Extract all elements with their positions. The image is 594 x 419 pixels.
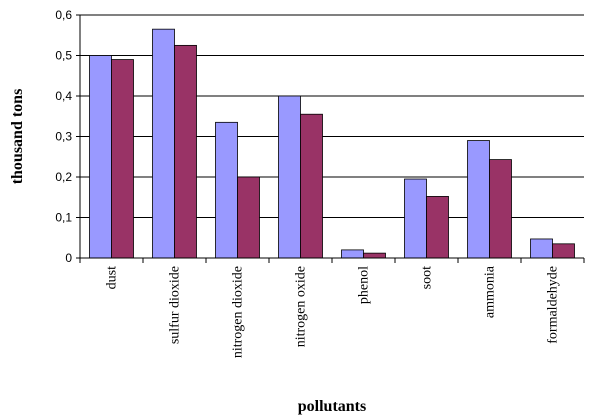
x-tick-label: dust (105, 266, 120, 289)
bar-sulfur-dioxide-series-2 (174, 44, 197, 259)
y-tick-label: 0,5 (55, 49, 72, 63)
y-tick-label: 0,3 (55, 130, 72, 144)
bar-dust-series-2 (111, 59, 134, 259)
y-tick-label: 0,1 (55, 211, 72, 225)
x-tick-label: ammonia (483, 265, 498, 318)
y-axis-title: thousand tons (9, 89, 26, 185)
bar-nitrogen-oxide-series-1 (278, 95, 301, 259)
x-tick-label: soot (420, 266, 435, 289)
bar-soot-series-1 (404, 178, 427, 259)
bar-dust-series-1 (89, 55, 112, 259)
bar-sulfur-dioxide-series-1 (152, 28, 175, 259)
x-tick-label: formaldehyde (546, 266, 561, 344)
x-tick-label: phenol (357, 266, 372, 304)
y-tick-label: 0,2 (55, 170, 72, 184)
bar-ammonia-series-2 (489, 159, 512, 259)
bar-nitrogen-dioxide-series-1 (215, 121, 238, 259)
bar-soot-series-2 (426, 196, 449, 259)
bar-nitrogen-dioxide-series-2 (237, 176, 260, 259)
bar-formaldehyde-series-1 (530, 238, 553, 259)
bar-phenol-series-2 (363, 252, 386, 259)
x-tick-label: nitrogen oxide (294, 266, 309, 347)
x-tick-labels: dust sulfur dioxide nitrogen dioxide nitrog… (105, 265, 561, 358)
x-tick-label: nitrogen dioxide (231, 266, 246, 358)
bars (89, 28, 575, 259)
y-tick-labels: 0 0,1 0,2 0,3 0,4 0,5 0,6 (55, 8, 72, 265)
x-axis-title: pollutants (298, 398, 366, 415)
bar-ammonia-series-1 (467, 140, 490, 259)
y-tick-label: 0 (65, 251, 72, 265)
axes (76, 14, 585, 263)
bar-phenol-series-1 (341, 249, 364, 259)
x-tick-label: sulfur dioxide (168, 266, 183, 344)
y-tick-label: 0,6 (55, 8, 72, 22)
bar-formaldehyde-series-2 (552, 243, 575, 259)
bar-nitrogen-oxide-series-2 (300, 113, 323, 259)
y-tick-label: 0,4 (55, 89, 72, 103)
